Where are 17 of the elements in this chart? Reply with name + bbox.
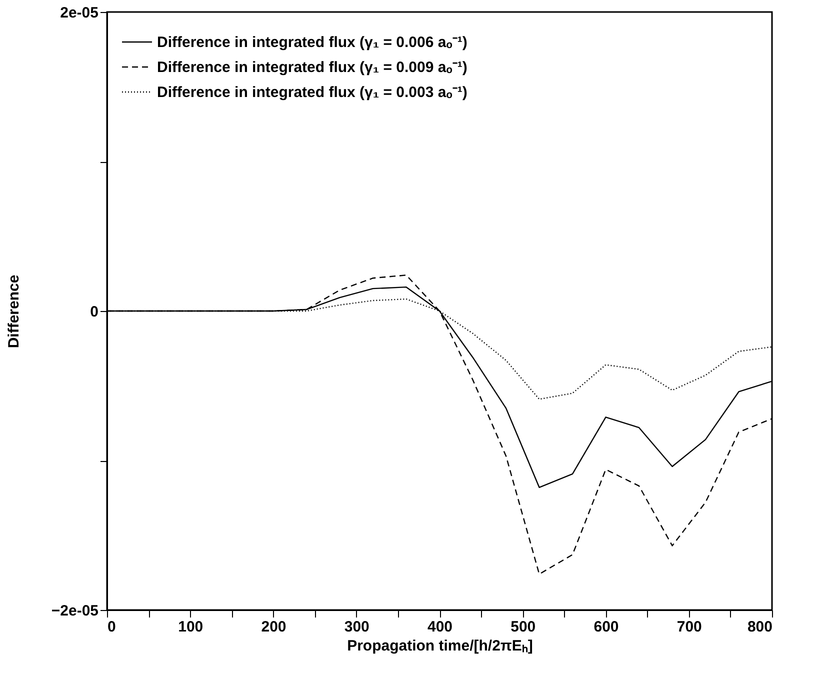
x-tick-label: 400 xyxy=(427,618,453,636)
x-tick-label: 0 xyxy=(108,618,116,636)
x-tick-label: 200 xyxy=(261,618,286,636)
y-tick-label: −2e-05 xyxy=(51,602,98,620)
x-tick-label: 700 xyxy=(676,618,702,636)
y-axis-title: Difference xyxy=(5,274,22,348)
x-tick-label: 300 xyxy=(344,618,370,636)
legend-label: Difference in integrated flux (γ₁ = 0.009 aₒ⁻¹) xyxy=(157,59,468,76)
legend-label: Difference in integrated flux (γ₁ = 0.006 aₒ⁻¹) xyxy=(157,34,468,51)
y-tick-label: 2e-05 xyxy=(60,4,98,22)
x-tick-label: 600 xyxy=(594,618,619,636)
x-axis-title: Propagation time/[h/2πEₕ] xyxy=(347,638,533,654)
x-tick-label: 100 xyxy=(178,618,204,636)
x-tick-label: 800 xyxy=(747,618,772,636)
legend-label: Difference in integrated flux (γ₁ = 0.003 aₒ⁻¹) xyxy=(157,84,468,101)
x-tick-label: 500 xyxy=(510,618,536,636)
y-tick-label: 0 xyxy=(90,304,98,320)
